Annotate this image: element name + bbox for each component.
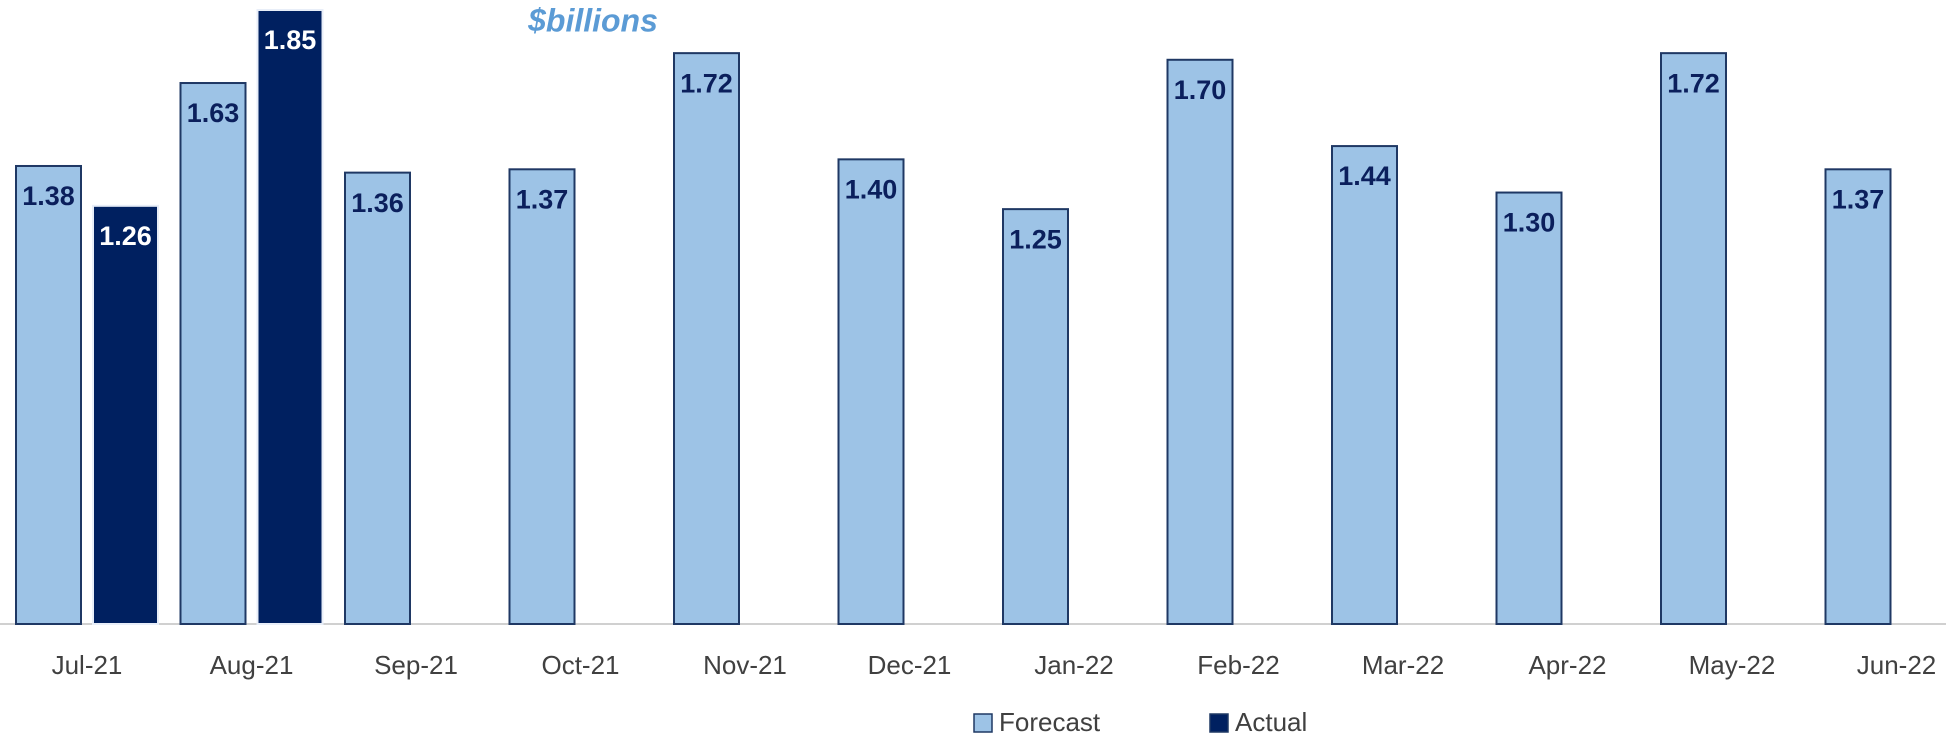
bar (673, 52, 740, 626)
data-label: 1.44 (1338, 161, 1391, 191)
bar (256, 9, 324, 625)
data-label: 1.72 (1667, 68, 1720, 98)
bar (508, 168, 576, 625)
x-tick-label: Apr-22 (1528, 650, 1606, 680)
bar (1166, 58, 1234, 625)
data-label: 1.63 (187, 98, 240, 128)
data-label: 1.26 (99, 221, 152, 251)
legend-swatch (973, 713, 993, 733)
data-label: 1.72 (680, 68, 733, 98)
data-label: 1.70 (1174, 75, 1227, 105)
x-tick-label: Nov-21 (703, 650, 787, 680)
x-tick-label: Feb-22 (1197, 650, 1279, 680)
data-label: 1.37 (1832, 184, 1885, 214)
bar (1331, 145, 1398, 625)
chart-title: $billions (527, 2, 658, 38)
x-tick-label: Oct-21 (541, 650, 619, 680)
bar (1495, 191, 1563, 626)
bar (179, 82, 247, 625)
bar (1824, 168, 1892, 625)
bar (92, 204, 159, 625)
x-tick-label: Sep-21 (374, 650, 458, 680)
x-tick-label: Dec-21 (868, 650, 952, 680)
legend-label: Forecast (999, 707, 1101, 737)
x-tick-label: Jun-22 (1857, 650, 1937, 680)
x-tick-label: Mar-22 (1362, 650, 1444, 680)
data-label: 1.40 (845, 174, 898, 204)
data-label: 1.30 (1503, 208, 1556, 238)
x-tick-label: Jan-22 (1034, 650, 1114, 680)
x-tick-label: Jul-21 (52, 650, 123, 680)
data-label: 1.37 (516, 184, 569, 214)
legend-swatch (1209, 713, 1229, 733)
legend-label: Actual (1235, 707, 1307, 737)
data-label: 1.85 (264, 25, 317, 55)
data-label: 1.38 (22, 181, 75, 211)
bar (344, 171, 411, 626)
data-label: 1.36 (351, 188, 404, 218)
bar (837, 158, 905, 625)
bar (1002, 208, 1069, 625)
data-label: 1.25 (1009, 224, 1062, 254)
x-tick-label: May-22 (1689, 650, 1776, 680)
bar (15, 164, 82, 625)
x-tick-label: Aug-21 (210, 650, 294, 680)
bar (1660, 52, 1727, 626)
